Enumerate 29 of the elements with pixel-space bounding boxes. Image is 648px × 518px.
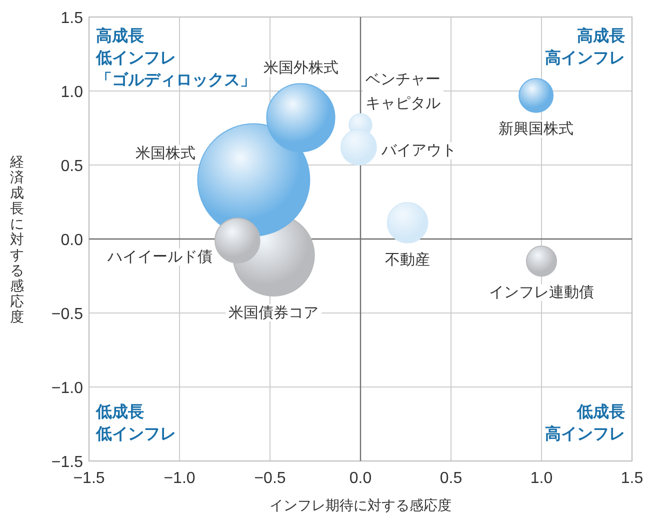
x-tick-label: −1.5 (73, 470, 105, 487)
series-label: ベンチャーキャピタル (366, 71, 440, 112)
series-label: 米国外株式 (263, 60, 338, 77)
annotation: 低成長低インフレ (95, 403, 176, 443)
series-label: 不動産 (385, 252, 430, 269)
text: 経済成長に対する感応度 (10, 154, 24, 324)
series-label: バイアウト (380, 142, 457, 160)
x-axis-title: インフレ期待に対する感応度 (270, 497, 452, 513)
y-tick-label: 0.0 (60, 232, 84, 249)
x-tick-label: −0.5 (254, 470, 286, 487)
x-tick-label: 1.0 (530, 470, 553, 487)
x-tick-label: 0.0 (349, 470, 372, 487)
y-tick-label: −1.5 (51, 454, 84, 471)
series-label: 米国債券コア (228, 304, 319, 322)
series-label: 新興国株式 (498, 120, 574, 138)
series-label: インフレ連動債 (489, 284, 594, 302)
series-label: 米国株式 (136, 144, 196, 162)
y-tick-label: 1.0 (60, 84, 84, 101)
x-tick-label: 1.5 (620, 470, 644, 487)
series-label: ハイイールド債 (106, 248, 212, 266)
y-tick-label: 1.5 (60, 10, 84, 27)
y-tick-label: −1.0 (51, 380, 84, 397)
annotation: 低成長高インフレ (545, 403, 625, 443)
y-tick-label: 0.5 (60, 158, 84, 175)
x-tick-label: −1.0 (164, 470, 196, 487)
x-tick-label: 0.5 (440, 470, 462, 487)
y-tick-label: −0.5 (51, 306, 84, 323)
annotation: 高成長低インフレ「ゴルディロックス」 (95, 26, 256, 89)
annotation: 高成長高インフレ (545, 26, 625, 67)
